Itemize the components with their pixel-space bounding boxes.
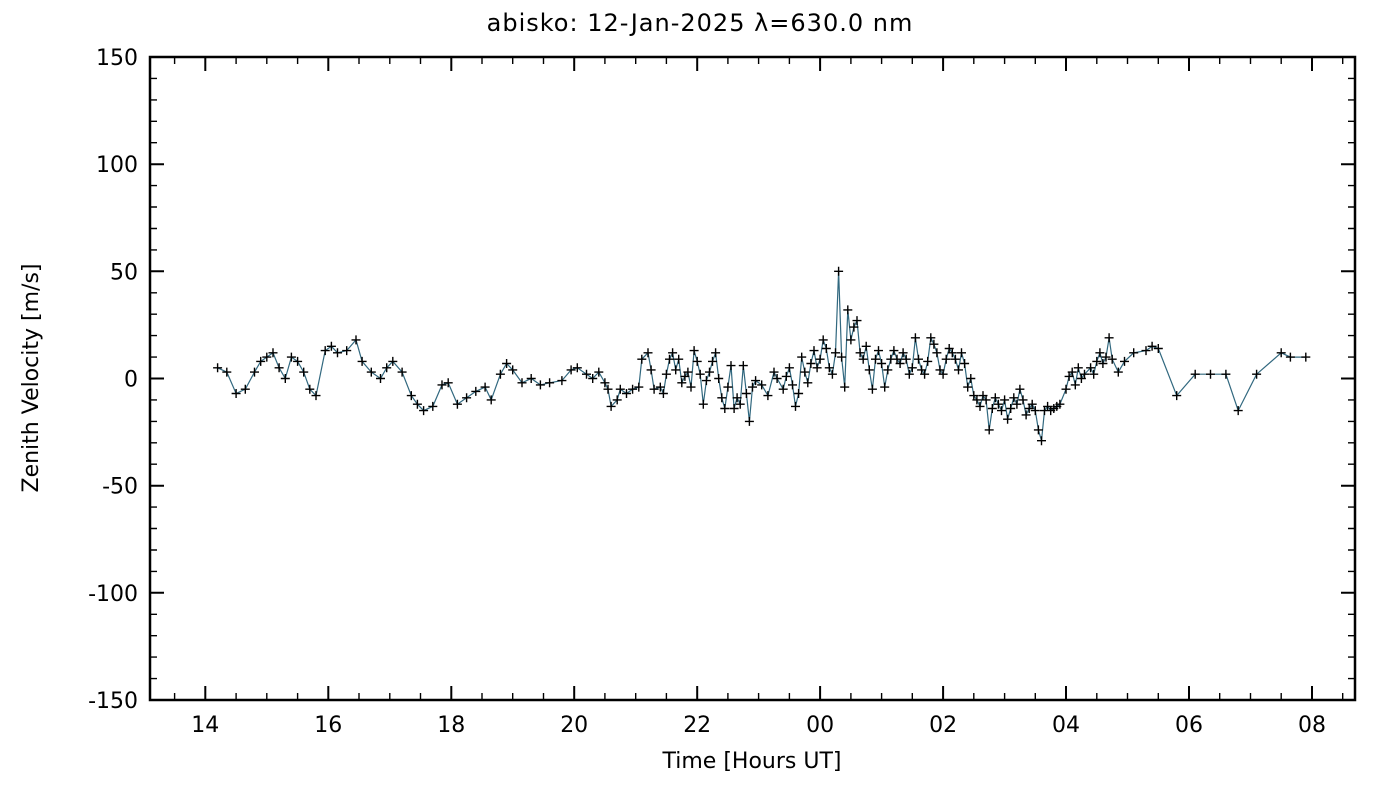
x-tick-label: 02 — [929, 713, 957, 738]
y-tick-label: 150 — [96, 46, 138, 71]
y-tick-label: 0 — [124, 368, 138, 393]
y-tick-label: 50 — [110, 260, 138, 285]
y-tick-label: -150 — [88, 689, 138, 714]
x-tick-label: 16 — [314, 713, 342, 738]
x-tick-label: 08 — [1298, 713, 1326, 738]
x-axis-label: Time [Hours UT] — [662, 749, 842, 774]
chart-title: abisko: 12-Jan-2025 λ=630.0 nm — [487, 9, 914, 37]
y-axis-label: Zenith Velocity [m/s] — [19, 264, 44, 493]
minor-ticks — [150, 56, 1355, 701]
x-tick-label: 04 — [1052, 713, 1080, 738]
major-ticks — [150, 56, 1355, 701]
x-tick-label: 06 — [1175, 713, 1203, 738]
x-tick-label: 20 — [560, 713, 588, 738]
x-tick-label: 18 — [437, 713, 465, 738]
x-tick-label: 00 — [806, 713, 834, 738]
plot-area: 14 16 18 20 22 00 02 04 06 08 -150 -100 -50 0 50 100 150 — [88, 46, 1357, 738]
y-tick-label: 100 — [96, 153, 138, 178]
data-markers — [213, 266, 1311, 446]
y-tick-label: -100 — [88, 582, 138, 607]
y-tick-label: -50 — [102, 475, 138, 500]
data-line — [217, 271, 1306, 441]
x-tick-label: 14 — [191, 713, 219, 738]
plot-box — [148, 55, 1357, 702]
x-tick-label: 22 — [683, 713, 711, 738]
